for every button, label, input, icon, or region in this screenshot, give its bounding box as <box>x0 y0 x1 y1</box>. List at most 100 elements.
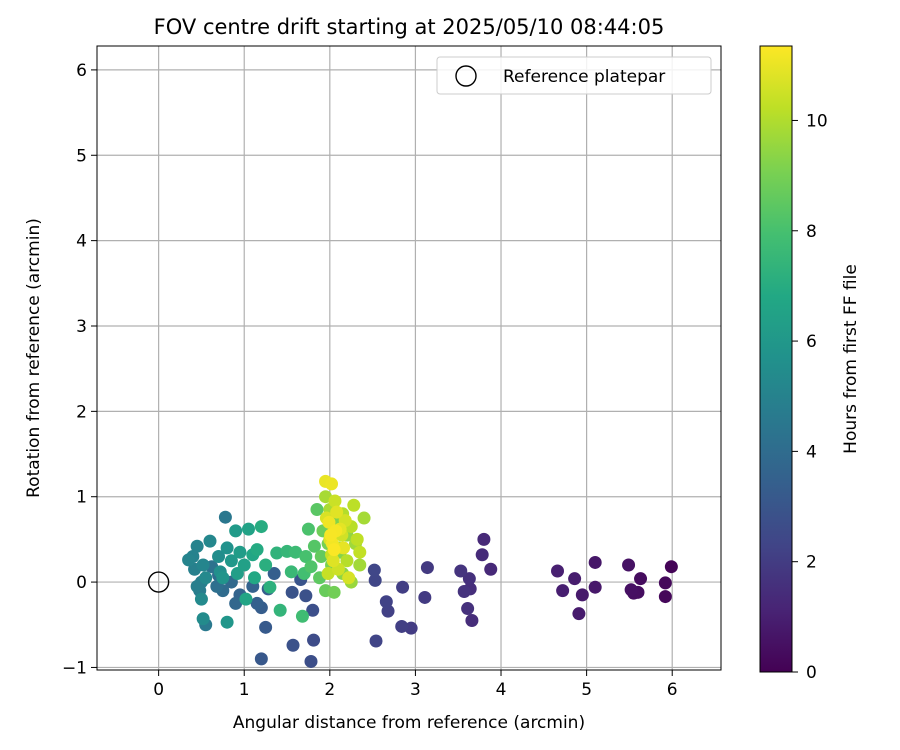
data-point <box>285 585 299 599</box>
data-point <box>259 558 273 572</box>
data-point <box>396 580 410 594</box>
y-tick-label: 6 <box>76 61 87 81</box>
data-point <box>212 549 226 563</box>
colorbar-tick-label: 2 <box>806 553 817 573</box>
data-point <box>190 539 204 553</box>
data-point <box>263 580 277 594</box>
data-point <box>270 546 284 560</box>
y-tick-label: 1 <box>76 488 87 508</box>
colorbar-tick-label: 4 <box>806 442 817 462</box>
colorbar-tick-label: 6 <box>806 332 817 352</box>
data-point <box>658 590 672 604</box>
data-point <box>250 596 264 610</box>
data-point <box>369 634 383 648</box>
data-point <box>477 532 491 546</box>
data-point <box>289 545 303 559</box>
data-point <box>310 503 324 517</box>
data-point <box>314 549 328 563</box>
x-axis-ticks: 0 1 2 3 4 5 6 <box>153 670 678 700</box>
y-tick-label: −1 <box>62 658 87 678</box>
data-point <box>242 522 256 536</box>
y-tick-label: 4 <box>76 232 87 252</box>
data-point <box>395 619 409 633</box>
data-point <box>229 524 243 538</box>
data-point <box>556 584 570 598</box>
plot-frame <box>96 45 722 671</box>
x-tick-label: 0 <box>153 680 164 700</box>
data-point <box>588 580 602 594</box>
x-tick-label: 4 <box>496 680 507 700</box>
data-point <box>367 563 381 577</box>
data-point <box>196 558 210 572</box>
data-point <box>284 565 298 579</box>
y-tick-label: 0 <box>76 573 87 593</box>
x-tick-label: 1 <box>239 680 250 700</box>
colorbar-tick-label: 10 <box>806 111 828 131</box>
data-point <box>634 572 648 586</box>
data-point <box>622 558 636 572</box>
data-point <box>307 539 321 553</box>
data-point <box>326 554 340 568</box>
data-point <box>304 560 318 574</box>
data-point <box>658 576 672 590</box>
data-point <box>196 612 210 626</box>
colorbar-ticks: 0 2 4 6 8 10 <box>792 111 828 683</box>
data-point <box>299 549 313 563</box>
data-point <box>475 548 489 562</box>
x-tick-label: 6 <box>667 680 678 700</box>
colorbar <box>759 45 793 673</box>
data-point <box>379 595 393 609</box>
data-point <box>306 603 320 617</box>
data-point <box>484 562 498 576</box>
y-tick-label: 2 <box>76 402 87 422</box>
data-point <box>353 545 367 559</box>
x-axis-label: Angular distance from reference (arcmin) <box>233 713 585 733</box>
x-tick-label: 2 <box>324 680 335 700</box>
x-tick-label: 3 <box>410 680 421 700</box>
data-point <box>237 558 251 572</box>
data-point <box>664 560 678 574</box>
legend-entry-reference: Reference platepar <box>503 67 665 87</box>
data-point <box>342 571 356 585</box>
y-axis-ticks: −1 0 1 2 3 4 5 6 <box>62 61 97 678</box>
data-point <box>301 522 315 536</box>
data-point <box>324 528 338 542</box>
data-point <box>224 554 238 568</box>
data-point <box>588 555 602 569</box>
data-points <box>182 474 678 668</box>
data-point <box>624 583 638 597</box>
data-point <box>286 638 300 652</box>
data-point <box>199 571 213 585</box>
colorbar-label: Hours from first FF file <box>841 264 861 454</box>
data-point <box>418 590 432 604</box>
data-point <box>254 520 268 534</box>
data-point <box>259 620 273 634</box>
data-point <box>568 572 582 586</box>
data-point <box>461 602 475 616</box>
data-point <box>254 652 268 666</box>
data-point <box>368 573 382 587</box>
data-point <box>304 654 318 668</box>
data-point <box>295 609 309 623</box>
data-point <box>233 545 247 559</box>
data-point <box>457 584 471 598</box>
data-point <box>327 585 341 599</box>
legend: Reference platepar <box>436 56 712 95</box>
data-point <box>307 633 321 647</box>
chart-title: FOV centre drift starting at 2025/05/10 … <box>154 15 665 39</box>
data-point <box>327 543 341 557</box>
data-point <box>220 541 234 555</box>
data-point <box>218 510 232 524</box>
data-point <box>572 607 586 621</box>
x-tick-label: 5 <box>581 680 592 700</box>
data-point <box>462 572 476 586</box>
data-point <box>454 564 468 578</box>
data-point <box>194 592 208 606</box>
data-point <box>220 615 234 629</box>
data-point <box>273 603 287 617</box>
data-point <box>229 596 243 610</box>
data-point <box>330 505 344 519</box>
legend-box <box>436 56 712 95</box>
data-point <box>203 534 217 548</box>
